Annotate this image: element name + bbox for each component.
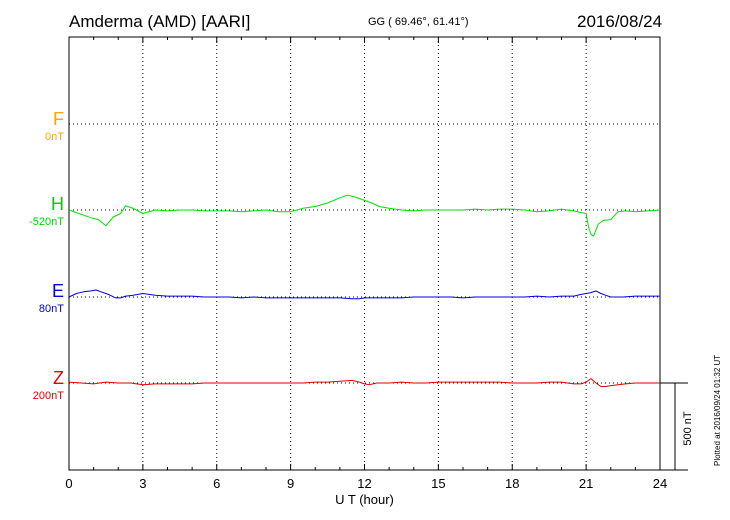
channel-name: F [53, 109, 64, 129]
x-tick-label: 18 [505, 476, 519, 491]
channel-baseline: -520nT [29, 216, 64, 228]
x-tick-label: 12 [357, 476, 371, 491]
channel-name: H [51, 194, 64, 214]
channel-name: Z [53, 368, 64, 388]
x-axis-label: U T (hour) [335, 492, 394, 507]
scale-bar-label: 500 nT [682, 411, 694, 446]
channel-label-z: Z 200nT [16, 369, 64, 403]
channel-label-e: E 80nT [16, 282, 64, 316]
x-tick-label: 21 [579, 476, 593, 491]
channel-label-f: F 0nT [30, 110, 64, 144]
date-label: 2016/08/24 [577, 12, 663, 31]
x-tick-label: 0 [65, 476, 72, 491]
channel-baseline: 80nT [38, 303, 64, 315]
x-tick-label: 24 [653, 476, 667, 491]
series-line-z [68, 378, 660, 387]
channel-label-h: H -520nT [16, 195, 64, 229]
coordinates-label: GG ( 69.46°, 61.41°) [368, 16, 469, 28]
x-tick-label: 3 [139, 476, 146, 491]
x-tick-label: 9 [287, 476, 294, 491]
station-title: Amderma (AMD) [AARI] [69, 12, 251, 31]
channel-baseline: 0nT [45, 131, 64, 143]
x-tick-label: 6 [213, 476, 220, 491]
series-line-e [68, 289, 660, 300]
series-line-h [68, 194, 661, 237]
channel-baseline: 200nT [32, 390, 64, 402]
x-tick-label: 15 [431, 476, 445, 491]
plotted-timestamp: Plotted at 2016/09/24 01:32 UT [713, 354, 722, 466]
channel-name: E [51, 281, 64, 301]
